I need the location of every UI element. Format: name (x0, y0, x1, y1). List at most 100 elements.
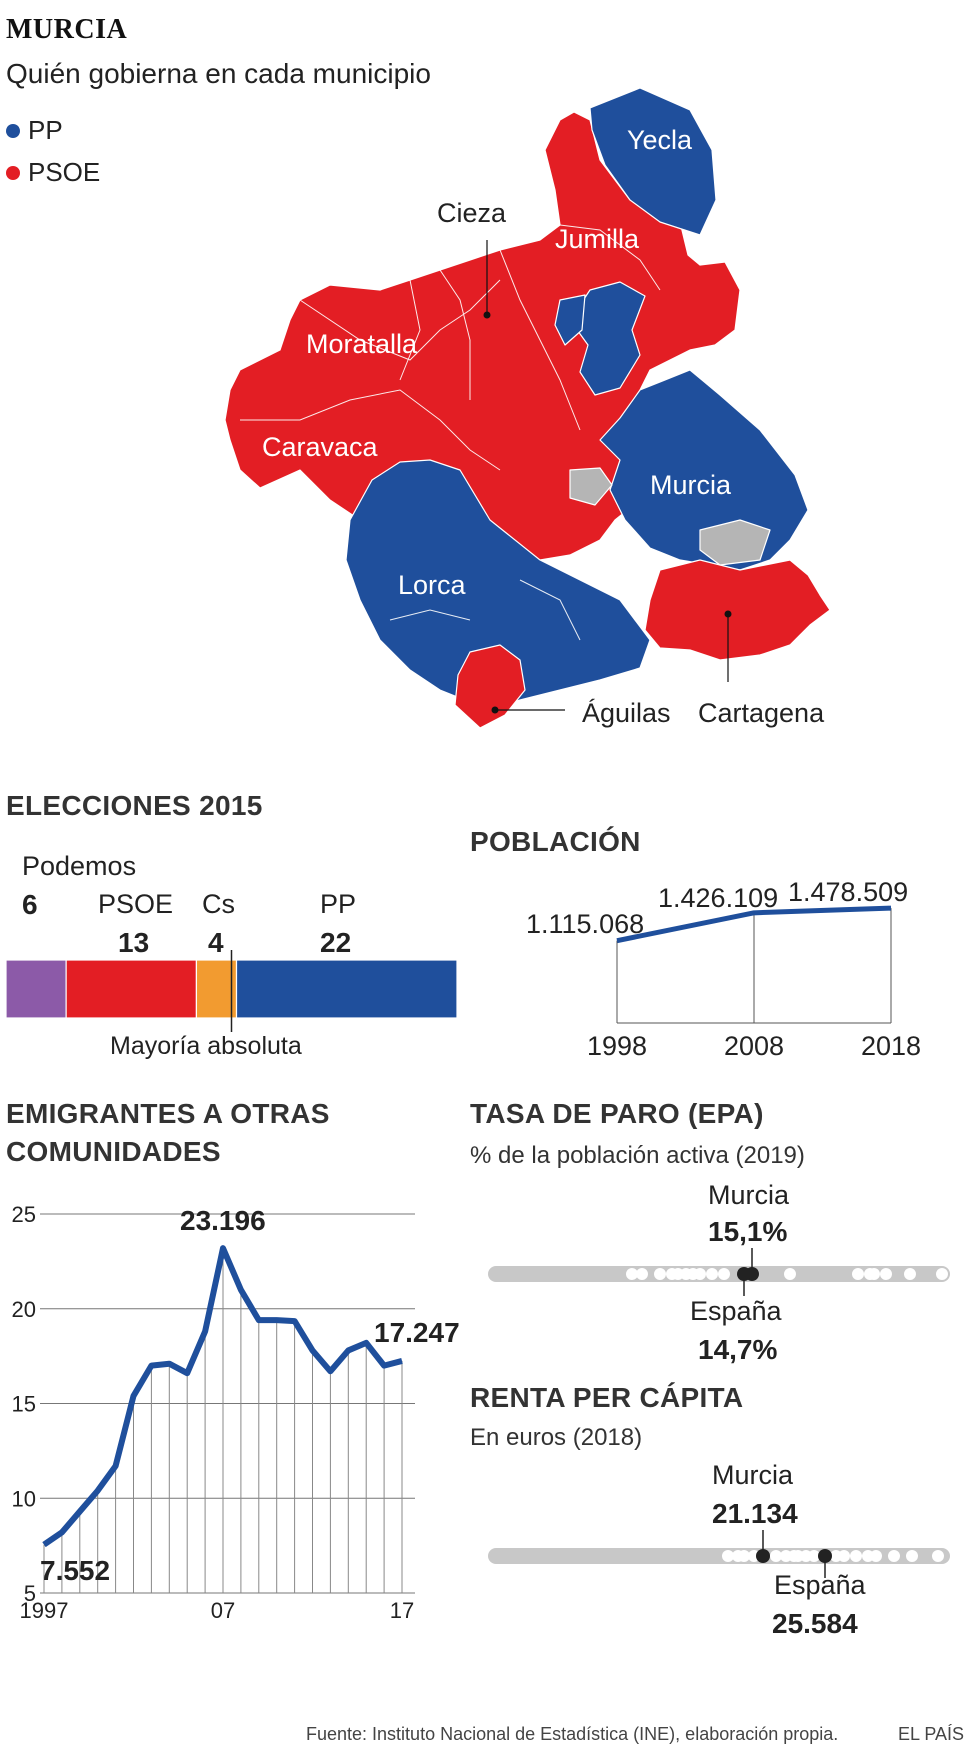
map-grey-1 (569, 467, 613, 506)
emigrants-x-tick: 07 (211, 1598, 235, 1620)
seats-bar-psoe (65, 959, 198, 1019)
party-seats-cs: 4 (208, 927, 224, 958)
legend-item-psoe: PSOE (6, 157, 100, 188)
emigrants-y-tick: 20 (12, 1297, 36, 1322)
strip-region-dot (770, 1550, 782, 1562)
income-spain-value: 25.584 (772, 1608, 858, 1639)
party-seats-podemos: 6 (22, 889, 38, 920)
map-pp-center (569, 281, 646, 396)
party-label-cs: Cs (202, 889, 235, 919)
strip-region-dot (906, 1550, 918, 1562)
strip-region-dot (852, 1268, 864, 1280)
map-label-yecla: Yecla (627, 125, 693, 155)
unemployment-spain-value: 14,7% (698, 1334, 778, 1365)
population-year-label: 2018 (861, 1031, 921, 1060)
map-pp-center-small (554, 294, 586, 346)
strip-region-dot (694, 1268, 706, 1280)
map-label-cieza: Cieza (437, 198, 507, 228)
population-chart: 1.115.068 1998 1.426.109 2008 1.478.509 2018 (526, 877, 921, 1060)
strip-region-dot (636, 1268, 648, 1280)
map-label-murcia: Murcia (650, 470, 732, 500)
strip-region-dot (706, 1268, 718, 1280)
map-label-lorca: Lorca (398, 570, 467, 600)
population-value-label: 1.115.068 (526, 909, 644, 939)
strip-region-dot (868, 1268, 880, 1280)
emigrants-x-tick: 17 (390, 1598, 414, 1620)
population-year-label: 2008 (724, 1031, 784, 1060)
income-murcia-value: 21.134 (712, 1498, 798, 1529)
income-title: RENTA PER CÁPITA (470, 1382, 744, 1413)
strip-region-dot (626, 1268, 638, 1280)
legend-item-pp: PP (6, 115, 63, 146)
party-seats-pp: 22 (320, 927, 352, 958)
strip-spain-dot (818, 1549, 832, 1563)
emigrants-chart: 5 10 15 20 25 1997 07 17 7.552 23.196 17.247 (12, 1202, 460, 1620)
elections-title: ELECCIONES 2015 (6, 790, 263, 821)
pp-dot-icon (6, 123, 20, 138)
strip-region-dot (904, 1268, 916, 1280)
strip-region-dot (932, 1550, 944, 1562)
strip-region-dot (784, 1268, 796, 1280)
emigrants-y-tick: 5 (24, 1581, 36, 1606)
party-label-psoe: PSOE (98, 889, 174, 919)
page-title: MURCIA (6, 14, 128, 45)
strip-region-dot (936, 1268, 948, 1280)
population-year-label: 1998 (587, 1031, 647, 1060)
seats-bar-podemos (5, 959, 67, 1019)
strip-region-dot (738, 1550, 750, 1562)
party-seats-psoe: 13 (118, 927, 150, 958)
party-label-podemos: Podemos (22, 851, 137, 881)
unemployment-strip (488, 1248, 950, 1296)
map-pp-yecla (589, 87, 717, 236)
psoe-dot-icon (6, 165, 20, 180)
region-map: Yecla Jumilla Cieza Moratalla Caravaca M… (224, 87, 831, 729)
map-label-cartagena: Cartagena (698, 698, 825, 728)
emigrants-title-line1: EMIGRANTES A OTRAS (6, 1098, 330, 1129)
emigrants-title-line2: COMUNIDADES (6, 1136, 221, 1167)
unemployment-murcia-value: 15,1% (708, 1216, 788, 1247)
income-strip (488, 1530, 950, 1578)
income-subtitle: En euros (2018) (470, 1424, 643, 1451)
map-label-moratalla: Moratalla (306, 329, 418, 359)
unemployment-spain-label: España (690, 1296, 782, 1326)
unemployment-title: TASA DE PARO (EPA) (470, 1098, 764, 1129)
emigrants-x-tick: 1997 (20, 1598, 69, 1620)
page-subtitle: Quién gobierna en cada municipio (6, 58, 431, 89)
map-label-aguilas: Águilas (582, 698, 671, 728)
emigrants-peak-label: 23.196 (180, 1205, 266, 1236)
majority-label: Mayoría absoluta (110, 1032, 302, 1060)
map-label-caravaca: Caravaca (262, 432, 379, 462)
strip-region-dot (838, 1550, 850, 1562)
strip-spain-dot (737, 1267, 751, 1281)
map-grey-2 (699, 519, 771, 566)
emigrants-first-label: 7.552 (40, 1555, 110, 1586)
population-title: POBLACIÓN (470, 826, 641, 857)
strip-region-dot (870, 1550, 882, 1562)
income-murcia-label: Murcia (712, 1460, 794, 1490)
footer-source: Fuente: Instituto Nacional de Estadístic… (306, 1724, 839, 1744)
unemployment-murcia-label: Murcia (708, 1180, 790, 1210)
income-spain-label: España (774, 1570, 866, 1600)
map-label-jumilla: Jumilla (555, 224, 640, 254)
strip-region-dot (808, 1550, 820, 1562)
emigrants-y-tick: 10 (12, 1486, 36, 1511)
seats-bar-pp (235, 959, 458, 1019)
population-value-label: 1.478.509 (788, 877, 908, 907)
legend-label-psoe: PSOE (28, 157, 101, 187)
emigrants-y-tick: 15 (12, 1392, 36, 1417)
population-value-label: 1.426.109 (658, 883, 778, 913)
emigrants-y-tick: 25 (12, 1202, 36, 1227)
strip-region-dot (654, 1268, 666, 1280)
map-psoe-aguilas (454, 644, 526, 729)
party-label-pp: PP (320, 889, 357, 919)
emigrants-last-label: 17.247 (374, 1317, 460, 1348)
emigrants-line (42, 1245, 403, 1548)
footer-brand: EL PAÍS (898, 1724, 965, 1744)
map-pp-lorca (345, 459, 651, 711)
strip-region-dot (850, 1550, 862, 1562)
strip-region-dot (880, 1268, 892, 1280)
seats-bar-cs (195, 959, 238, 1019)
strip-region-dot (722, 1550, 734, 1562)
strip-region-dot (888, 1550, 900, 1562)
strip-murcia-dot (756, 1549, 770, 1563)
